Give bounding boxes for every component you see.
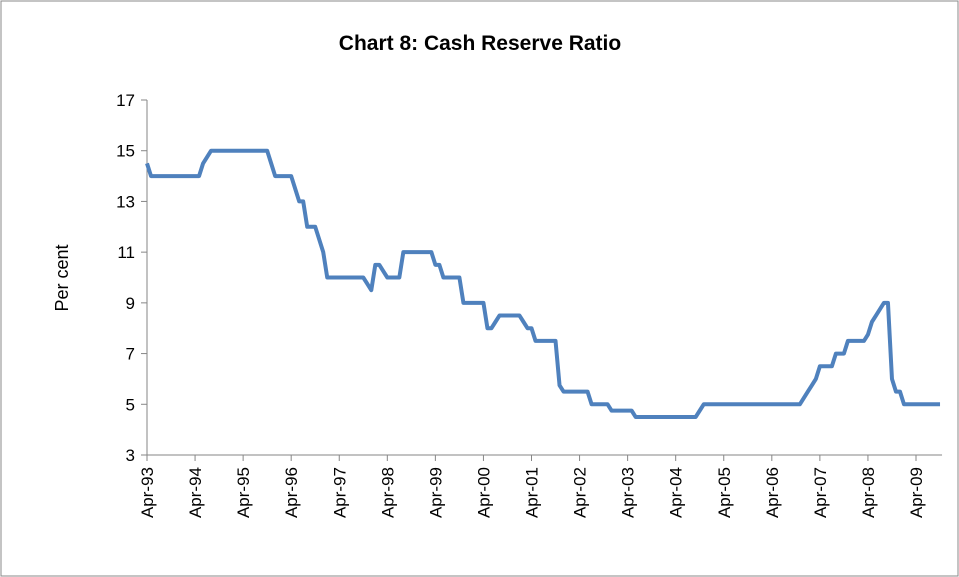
x-tick-label: Apr-05 [715,467,734,518]
chart-title: Chart 8: Cash Reserve Ratio [339,32,621,55]
y-tick-label: 13 [116,192,135,211]
x-tick-label: Apr-93 [138,467,157,518]
x-tick-label: Apr-94 [186,467,205,518]
x-tick-label: Apr-08 [859,467,878,518]
x-tick-label: Apr-04 [667,467,686,518]
x-tick-label: Apr-99 [426,467,445,518]
y-tick-label: 15 [116,142,135,161]
x-tick-label: Apr-98 [378,467,397,518]
x-tick-label: Apr-07 [811,467,830,518]
data-line [145,148,941,419]
y-tick-label: 3 [126,446,135,465]
y-tick-label: 7 [126,345,135,364]
y-tick-label: 9 [126,294,135,313]
x-tick-label: Apr-97 [330,467,349,518]
y-tick-label: 5 [126,395,135,414]
x-tick-label: Apr-03 [619,467,638,518]
x-tick-label: Apr-96 [282,467,301,518]
x-tick-label: Apr-06 [763,467,782,518]
y-tick-label: 11 [117,243,135,262]
x-tick-label: Apr-95 [234,467,253,518]
y-axis-label: Per cent [52,244,72,311]
x-tick-label: Apr-02 [571,467,590,518]
y-tick-label: 17 [116,91,135,110]
x-tick-label: Apr-01 [523,467,542,518]
x-tick-label: Apr-00 [474,467,493,518]
x-tick-label: Apr-09 [907,467,926,518]
